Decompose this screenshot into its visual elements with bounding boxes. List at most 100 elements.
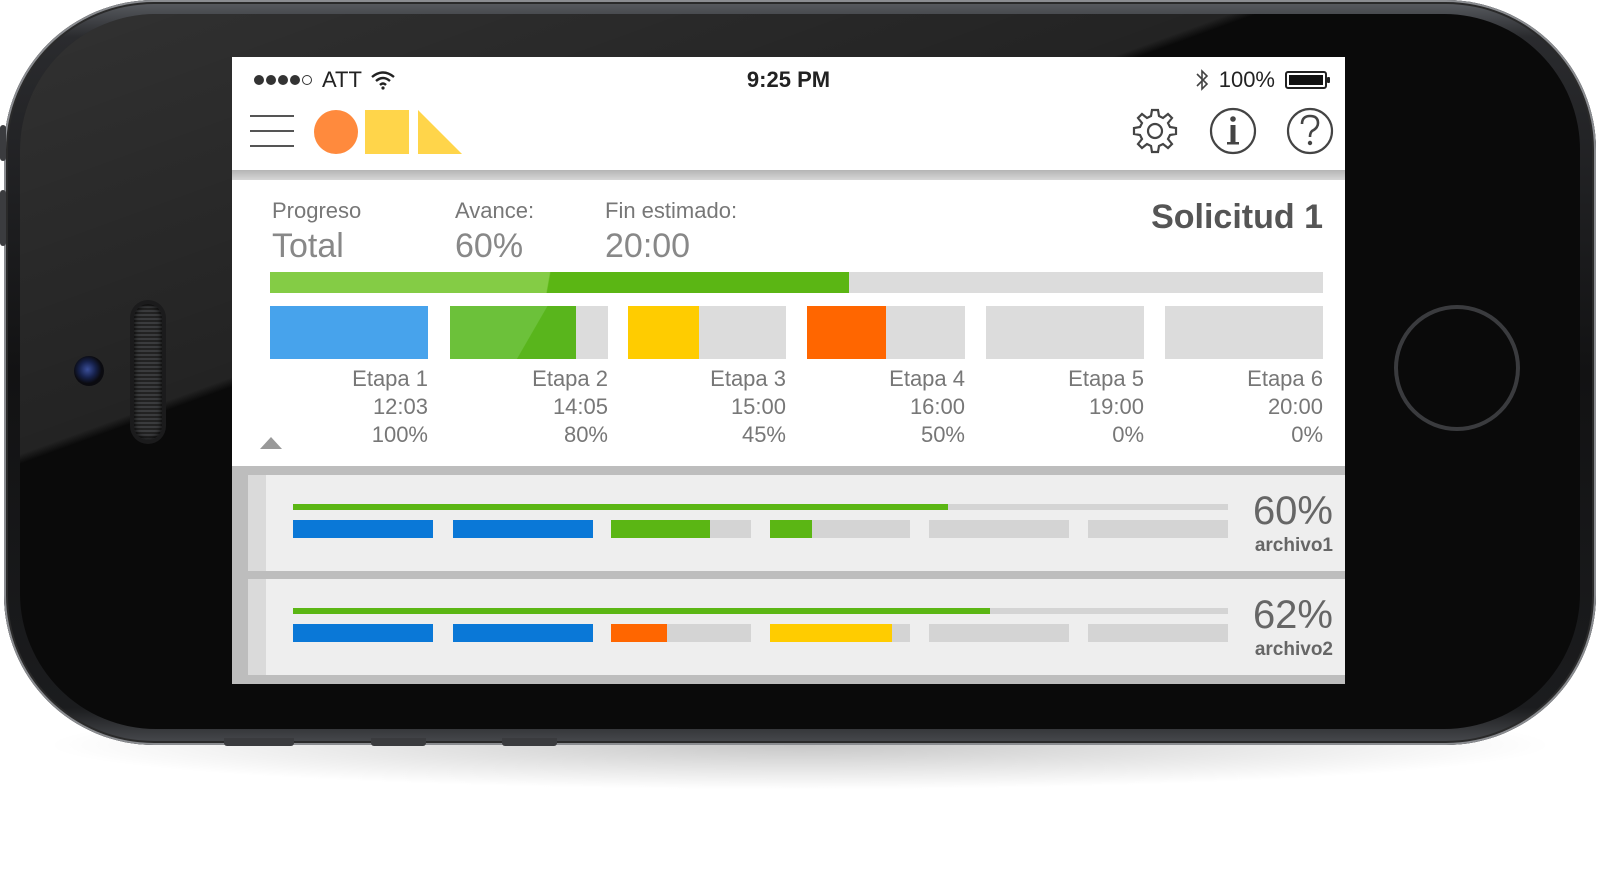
stage-percent: 80%	[563, 422, 608, 447]
hamburger-menu-icon[interactable]	[250, 115, 294, 147]
battery-label: 100%	[1218, 67, 1275, 92]
stage-4[interactable]: Etapa 4 16:00 50%	[807, 306, 965, 449]
stage-percent: 45%	[741, 422, 786, 447]
stage-progress-bar	[986, 306, 1144, 359]
stage-time: 15:00	[730, 394, 786, 419]
stage-name: Etapa 2	[532, 366, 608, 391]
logo-triangle	[418, 110, 462, 154]
file-stage-bar	[929, 624, 1069, 642]
stage-progress-fill	[807, 306, 886, 359]
stage-name: Etapa 5	[1068, 366, 1144, 391]
status-bar: ATT 9:25 PM 100%	[232, 57, 1345, 101]
file-stage-fill	[293, 520, 433, 538]
home-button[interactable]	[1394, 305, 1520, 431]
file-stage-bar	[1088, 624, 1228, 642]
file-stage-bar	[453, 624, 593, 642]
volume-button-bottom-1	[224, 738, 294, 746]
eta-value: 20:00	[605, 227, 691, 265]
stage-time: 19:00	[1088, 394, 1144, 419]
file-stage-fill	[770, 520, 812, 538]
stage-name: Etapa 6	[1247, 366, 1323, 391]
stage-info: Etapa 1 12:03 100%	[270, 365, 428, 449]
app-screen: ATT 9:25 PM 100%	[232, 57, 1345, 684]
stage-progress-bar	[628, 306, 786, 359]
file-stage-fill	[293, 624, 433, 642]
stage-progress-fill	[270, 306, 428, 359]
file-row[interactable]: 62% archivo2	[248, 579, 1345, 675]
file-stage-fill	[770, 624, 892, 642]
eta-label: Fin estimado:	[605, 198, 738, 223]
file-stage-bar	[770, 520, 910, 538]
stage-time: 14:05	[552, 394, 608, 419]
logo-circle	[314, 110, 358, 154]
volume-up-button	[0, 190, 6, 246]
file-name: archivo1	[1254, 535, 1333, 556]
overall-progress-fill	[270, 272, 850, 293]
wifi-icon	[371, 71, 395, 90]
stage-name: Etapa 4	[889, 366, 965, 391]
stage-2[interactable]: Etapa 2 14:05 80%	[450, 306, 608, 449]
file-list: 60% archivo1 62% archivo2	[232, 466, 1345, 684]
overall-progress-bar	[270, 272, 1323, 293]
volume-button-bottom-2	[371, 738, 426, 746]
request-title: Solicitud 1	[1151, 198, 1323, 236]
file-overall-progress-fill	[293, 504, 948, 510]
app-toolbar	[232, 101, 1345, 171]
file-stage-fill	[611, 520, 711, 538]
stage-name: Etapa 1	[352, 366, 428, 391]
file-stage-fill	[611, 624, 667, 642]
stage-info: Etapa 5 19:00 0%	[986, 365, 1144, 449]
stage-5[interactable]: Etapa 5 19:00 0%	[986, 306, 1144, 449]
carrier-label: ATT	[322, 67, 362, 92]
progress-value: Total	[272, 227, 344, 265]
file-stage-bar	[770, 624, 910, 642]
logo-square	[365, 110, 409, 154]
stage-3[interactable]: Etapa 3 15:00 45%	[628, 306, 786, 449]
earpiece-speaker	[134, 304, 162, 440]
file-stage-bar	[293, 520, 433, 538]
file-stage-bar	[453, 520, 593, 538]
stage-time: 12:03	[372, 394, 428, 419]
signal-dots-icon	[254, 75, 314, 85]
file-name: archivo2	[1254, 639, 1333, 660]
progress-label: Progreso	[272, 198, 362, 223]
stage-info: Etapa 2 14:05 80%	[450, 365, 608, 449]
stage-progress-fill	[450, 306, 577, 359]
file-stage-fill	[453, 624, 593, 642]
question-icon[interactable]	[1285, 106, 1335, 156]
file-row[interactable]: 60% archivo1	[248, 475, 1345, 571]
info-icon[interactable]	[1208, 106, 1258, 156]
sleep-button-bottom	[502, 738, 557, 746]
mute-switch	[0, 125, 6, 161]
status-right: 100%	[1195, 67, 1330, 93]
file-stage-bar	[1088, 520, 1228, 538]
stage-1[interactable]: Etapa 1 12:03 100%	[270, 306, 428, 449]
stage-progress-bar	[270, 306, 428, 359]
file-percent: 62%	[1252, 593, 1333, 637]
eta-metric: Fin estimado: 20:00	[605, 198, 737, 266]
file-overall-progress-fill	[293, 608, 990, 614]
file-stage-bar	[611, 520, 751, 538]
advance-metric: Avance: 60%	[455, 198, 534, 266]
stage-percent: 100%	[371, 422, 428, 447]
stage-progress-bar	[1165, 306, 1323, 359]
gear-icon[interactable]	[1130, 106, 1180, 156]
stage-progress-bar	[807, 306, 965, 359]
stage-percent: 0%	[1112, 422, 1144, 447]
stage-6[interactable]: Etapa 6 20:00 0%	[1165, 306, 1323, 449]
progress-metric: Progreso Total	[272, 198, 361, 266]
bluetooth-icon	[1196, 69, 1208, 91]
stage-progress-fill	[628, 306, 700, 359]
stage-progress-bar	[450, 306, 608, 359]
file-stage-fill	[453, 520, 593, 538]
front-camera	[74, 356, 104, 386]
file-stage-bar	[929, 520, 1069, 538]
battery-icon	[1285, 71, 1330, 89]
advance-label: Avance:	[455, 198, 535, 223]
collapse-arrow-icon[interactable]	[260, 437, 282, 449]
stage-time: 20:00	[1267, 394, 1323, 419]
file-stage-bar	[611, 624, 751, 642]
advance-value: 60%	[455, 227, 524, 265]
request-summary: Progreso Total Avance: 60% Fin estimado:…	[232, 180, 1345, 466]
status-left: ATT	[254, 67, 396, 93]
